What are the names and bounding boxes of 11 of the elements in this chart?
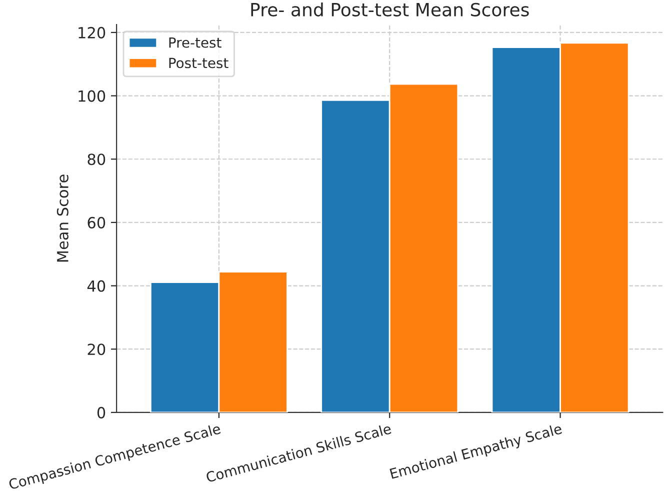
y-tick-label: 80: [88, 154, 106, 166]
chart-title: Pre- and Post-test Mean Scores: [251, 2, 529, 16]
y-tick-label: 100: [78, 90, 106, 102]
y-tick-label: 20: [88, 344, 106, 356]
legend-label: Post-test: [169, 58, 228, 68]
y-axis-title: Mean Score: [56, 174, 68, 262]
y-tick-label: 120: [78, 26, 106, 38]
y-tick-label: 0: [97, 406, 106, 418]
y-tick-label: 40: [87, 280, 106, 292]
y-tick-label: 60: [88, 216, 106, 228]
legend-label: Pre-test: [169, 37, 222, 48]
